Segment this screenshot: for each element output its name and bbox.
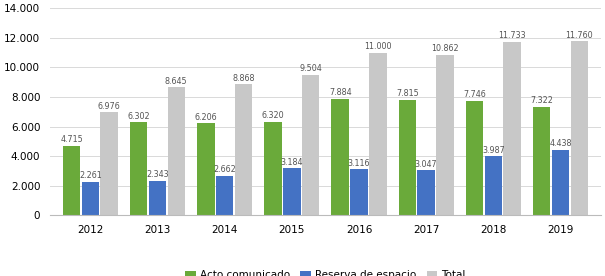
Bar [369, 52, 387, 215]
Bar [149, 181, 166, 215]
Text: 7.746: 7.746 [463, 90, 486, 99]
Text: 11.733: 11.733 [499, 31, 526, 40]
Bar [552, 150, 569, 215]
Bar [436, 55, 454, 215]
Text: 6.320: 6.320 [262, 111, 284, 120]
Text: 2.662: 2.662 [214, 165, 236, 174]
Text: 10.862: 10.862 [431, 44, 459, 53]
Bar [100, 112, 118, 215]
Text: 6.302: 6.302 [128, 112, 150, 121]
Bar [533, 107, 551, 215]
Bar [571, 41, 588, 215]
Bar [417, 170, 435, 215]
Bar [216, 176, 234, 215]
Legend: Acto comunicado, Reserva de espacio, Total: Acto comunicado, Reserva de espacio, Tot… [181, 266, 469, 276]
Bar [503, 42, 521, 215]
Bar [168, 87, 185, 215]
Text: 4.715: 4.715 [60, 135, 83, 144]
Bar [485, 156, 502, 215]
Bar [283, 168, 301, 215]
Bar [63, 145, 80, 215]
Bar [302, 75, 319, 215]
Text: 11.000: 11.000 [364, 42, 391, 51]
Bar [197, 123, 215, 215]
Bar [332, 99, 349, 215]
Text: 7.322: 7.322 [531, 97, 553, 105]
Text: 3.987: 3.987 [482, 146, 505, 155]
Bar [82, 182, 99, 215]
Text: 3.116: 3.116 [348, 159, 370, 168]
Text: 8.645: 8.645 [165, 77, 188, 86]
Text: 11.760: 11.760 [566, 31, 593, 40]
Text: 7.815: 7.815 [396, 89, 419, 98]
Bar [235, 84, 252, 215]
Bar [399, 100, 416, 215]
Text: 2.261: 2.261 [79, 171, 102, 180]
Text: 2.343: 2.343 [146, 170, 169, 179]
Text: 3.184: 3.184 [281, 158, 303, 167]
Bar [350, 169, 368, 215]
Text: 9.504: 9.504 [299, 64, 322, 73]
Bar [466, 101, 483, 215]
Text: 6.206: 6.206 [195, 113, 217, 122]
Text: 8.868: 8.868 [232, 74, 255, 83]
Text: 7.884: 7.884 [329, 88, 352, 97]
Text: 4.438: 4.438 [549, 139, 572, 148]
Bar [130, 122, 148, 215]
Bar [264, 122, 282, 215]
Text: 6.976: 6.976 [98, 102, 120, 111]
Text: 3.047: 3.047 [415, 160, 437, 169]
